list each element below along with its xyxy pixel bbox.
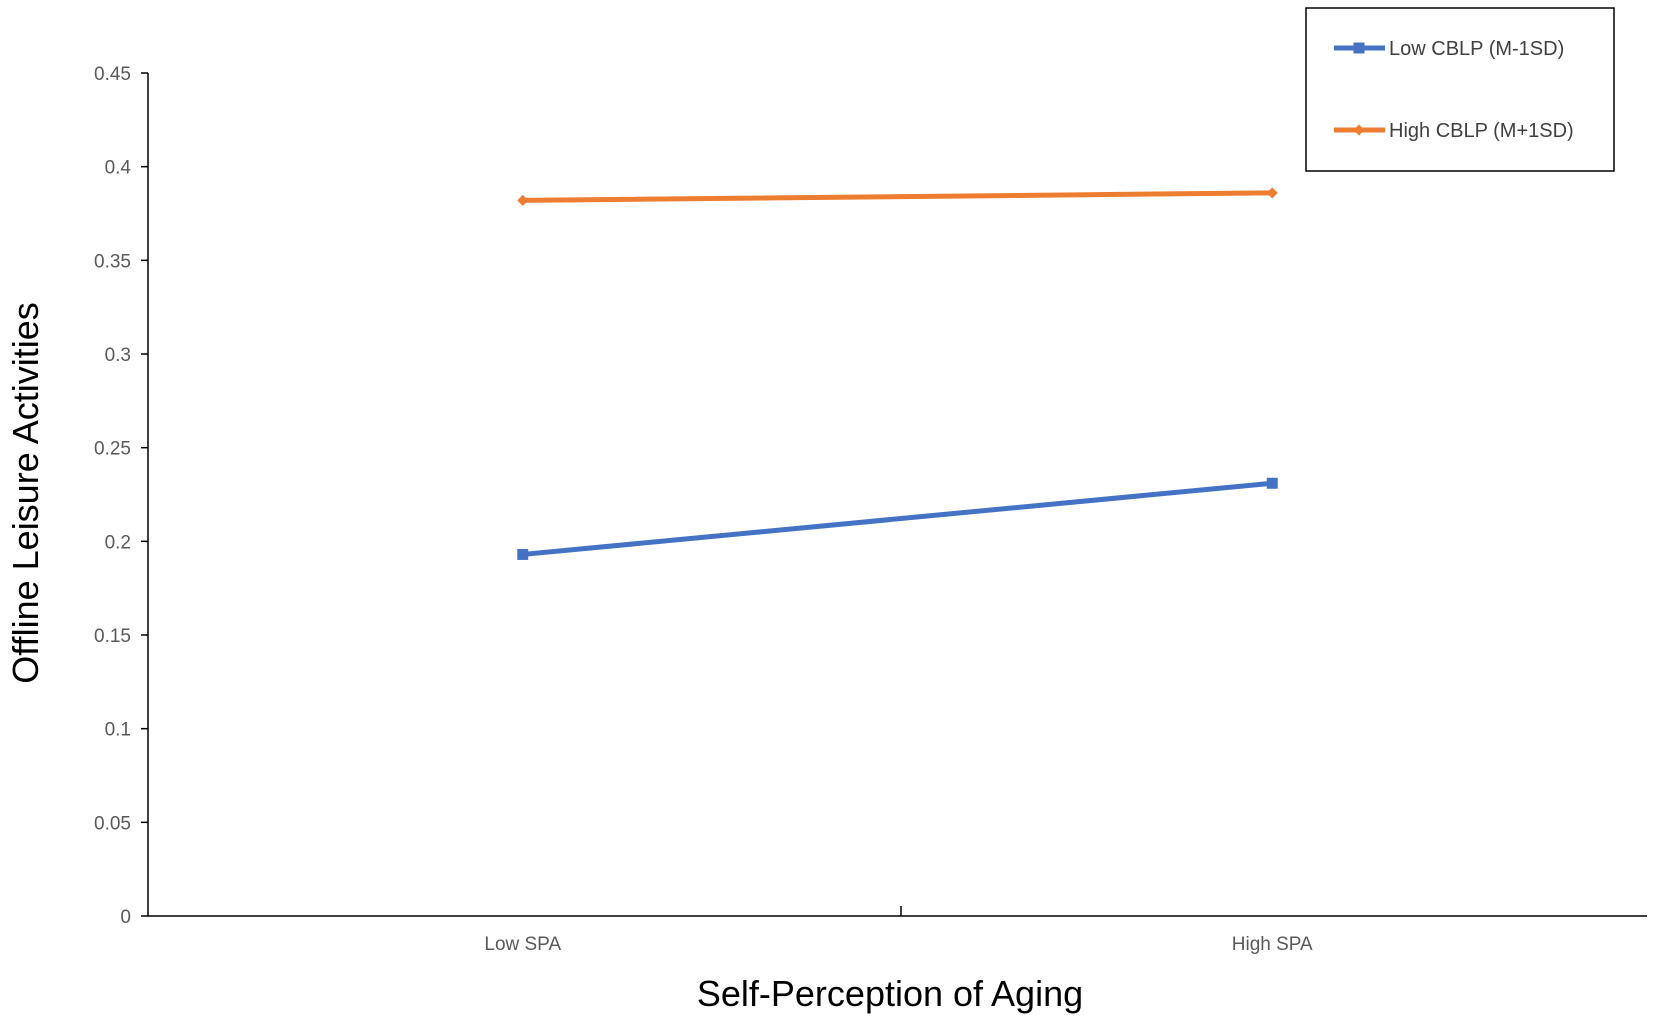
legend-swatch-marker [1353, 124, 1365, 136]
y-tick-label: 0.2 [105, 532, 131, 553]
x-axis-title: Self-Perception of Aging [697, 973, 1083, 1014]
data-point [517, 548, 529, 560]
legend: Low CBLP (M-1SD) High CBLP (M+1SD) [1305, 7, 1615, 172]
x-axis [148, 906, 1647, 917]
y-tick-label: 0.45 [94, 64, 131, 85]
series-line [520, 480, 1275, 557]
y-tick-label: 0.4 [105, 158, 132, 179]
data-point [1266, 477, 1278, 489]
series-layer [517, 187, 1278, 560]
series-line [520, 190, 1275, 203]
series-2 [517, 187, 1278, 206]
legend-box [1305, 7, 1615, 172]
series-1 [517, 477, 1278, 560]
legend-swatch-marker [1353, 42, 1365, 54]
y-axis-title: Offline Leisure Activities [5, 302, 46, 684]
y-tick-label: 0.35 [94, 251, 131, 272]
data-point [1266, 187, 1278, 199]
y-tick-labels: 0 0.05 0.1 0.15 0.2 0.25 0.3 0.35 0.4 0.45 [94, 64, 148, 928]
x-tick-label: Low SPA [484, 934, 561, 955]
x-tick-labels: Low SPA High SPA [484, 934, 1313, 955]
y-tick-label: 0.25 [94, 439, 131, 460]
y-tick-label: 0.3 [105, 345, 131, 366]
y-tick-label: 0.1 [105, 720, 131, 741]
legend-label: High CBLP (M+1SD) [1389, 120, 1574, 142]
data-point [517, 194, 529, 206]
y-tick-label: 0.05 [94, 813, 131, 834]
legend-label: Low CBLP (M-1SD) [1389, 38, 1564, 60]
y-tick-label: 0.15 [94, 626, 131, 647]
legend-item: Low CBLP (M-1SD) [1334, 38, 1564, 60]
legend-item: High CBLP (M+1SD) [1334, 120, 1574, 142]
y-tick-label: 0 [120, 907, 131, 928]
x-tick-label: High SPA [1232, 934, 1313, 955]
